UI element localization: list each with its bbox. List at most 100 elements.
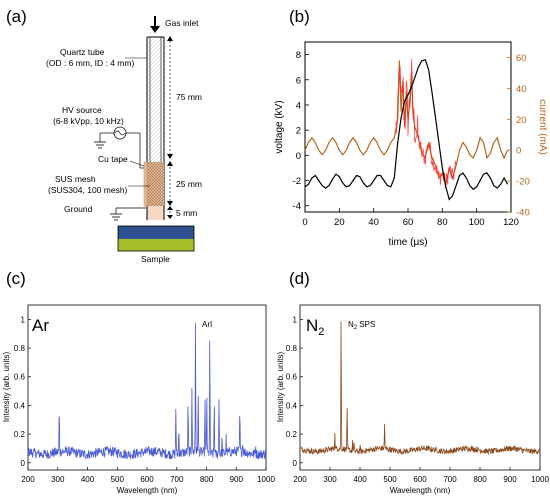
panel-c-ylabel: Intensity (arb. units) xyxy=(2,352,11,423)
b-xtick-label: 120 xyxy=(503,217,519,228)
sample-bottom-layer xyxy=(118,239,194,251)
b-ytick-label: -2 xyxy=(293,176,301,187)
panel-c-spectrum-series xyxy=(27,322,267,460)
d-xtick-label: 300 xyxy=(323,475,337,484)
b-ytick-label: 6 xyxy=(296,75,301,86)
b-xtick-label: 20 xyxy=(334,217,345,228)
d-xtick-label: 700 xyxy=(443,475,457,484)
dim-25mm-label: 25 mm xyxy=(176,179,202,189)
c-ytick-label: 0.6 xyxy=(14,373,26,382)
b-y2tick-label: 20 xyxy=(516,115,527,126)
b-ytick-label: 0 xyxy=(296,151,301,162)
gas-inlet-label: Gas inlet xyxy=(165,18,199,28)
panel-d-n2-spectrum-chart: (d) 200 300 400 500 600 700 800 900 1000 0 0.2 0.4 0… xyxy=(276,269,549,495)
cu-tape-label: Cu tape xyxy=(98,154,128,164)
c-xtick-label: 500 xyxy=(111,475,125,484)
b-xtick-label: 0 xyxy=(302,217,307,228)
d-ytick-label: 0.4 xyxy=(286,401,298,410)
panel-c-xlabel: Wavelength (nm) xyxy=(117,486,178,495)
c-xtick-label: 300 xyxy=(51,475,65,484)
cu-tape-strip xyxy=(143,161,148,207)
panel-b-voltage-series xyxy=(304,58,509,201)
dim-5mm-label: 5 mm xyxy=(176,208,197,218)
b-ytick-label: 4 xyxy=(296,100,301,111)
d-ytick-label: 0.8 xyxy=(286,344,298,353)
panel-c-peak-annotation: ArI xyxy=(202,320,212,329)
panel-b-label: (b) xyxy=(289,7,310,26)
b-ytick-label: 8 xyxy=(296,50,301,61)
b-xtick-label: 80 xyxy=(437,217,448,228)
c-spectrum-line xyxy=(27,322,267,460)
d-spectrum-line xyxy=(299,321,540,456)
sus-mesh-label: SUS mesh xyxy=(55,174,96,184)
d-xtick-label: 900 xyxy=(503,475,517,484)
ground-label: Ground xyxy=(64,204,93,214)
d-xtick-label: 800 xyxy=(473,475,487,484)
c-ytick-label: 0.8 xyxy=(14,344,26,353)
cu-tape-leader-line xyxy=(129,160,145,167)
panel-d-xlabel: Wavelength (nm) xyxy=(390,486,451,495)
d-ytick-label: 0.6 xyxy=(286,373,298,382)
b-y2tick-label: 40 xyxy=(516,84,527,95)
panel-c-tick-labels: 200 300 400 500 600 700 800 900 1000 0 0.2 0.4 0.6 0.… xyxy=(14,315,276,484)
panel-b-waveform-chart: (b) 0 20 40 60 80 100 120-4-202468-40-20020406… xyxy=(274,7,548,248)
b-ytick-label: -4 xyxy=(293,201,301,212)
sus-mesh-region xyxy=(147,162,164,206)
b-y2tick-label: -20 xyxy=(516,177,530,188)
c-xtick-label: 400 xyxy=(81,475,95,484)
d-xtick-label: 400 xyxy=(353,475,367,484)
panel-d-spectrum-series xyxy=(299,321,540,456)
hv-ground-symbol-icon xyxy=(94,141,106,149)
quartz-tube-dims-label: (OD : 6 mm, ID : 4 mm) xyxy=(46,58,134,68)
b-y2tick-label: 60 xyxy=(516,53,527,64)
d-ytick-label: 0.2 xyxy=(286,430,298,439)
b-voltage-line xyxy=(304,58,509,201)
panel-a-schematic: (a) Gas inlet Quartz tube (OD : 6 mm, ID… xyxy=(6,7,202,264)
d-xtick-label: 600 xyxy=(413,475,427,484)
panel-b-ylabel: voltage (kV) xyxy=(274,100,285,153)
b-current-spikes xyxy=(395,59,457,189)
b-y2tick-label: -40 xyxy=(516,208,530,219)
c-xtick-label: 600 xyxy=(140,475,154,484)
c-ytick-label: 0.4 xyxy=(14,401,26,410)
panel-c-label: (c) xyxy=(6,269,26,288)
dim-75mm-label: 75 mm xyxy=(176,92,202,102)
d-ytick-label: 1 xyxy=(293,315,298,324)
panel-d-ylabel: Intensity (arb. units) xyxy=(276,352,285,423)
tube-tip-region xyxy=(147,206,164,220)
quartz-tube-label: Quartz tube xyxy=(60,47,105,57)
b-xtick-label: 40 xyxy=(368,217,379,228)
c-xtick-label: 900 xyxy=(230,475,244,484)
b-xtick-label: 60 xyxy=(403,217,414,228)
panel-c-ar-spectrum-chart: (c) 200 300 400 500 600 700 800 900 1000 0 0.2 0.4 0… xyxy=(2,269,275,495)
panel-c-plot-frame xyxy=(27,304,267,471)
hv-source-label: HV source xyxy=(62,105,102,115)
panel-b-y2label: current (mA) xyxy=(537,99,548,155)
c-xtick-label: 800 xyxy=(200,475,214,484)
panel-d-label: (d) xyxy=(289,269,310,288)
hv-source-spec-label: (6-8 kVpp, 10 kHz) xyxy=(53,116,124,126)
c-ytick-label: 0.2 xyxy=(14,430,26,439)
panel-d-peak-annotation: N2 SPS xyxy=(348,320,375,331)
hv-source-icon xyxy=(99,126,144,169)
c-xtick-label: 1000 xyxy=(257,475,275,484)
sus-mesh-spec-label: (SUS304, 100 mesh) xyxy=(48,185,128,195)
panel-b-axes xyxy=(304,54,512,213)
d-ytick-label: 0 xyxy=(293,459,298,468)
panel-d-plot-frame xyxy=(299,304,541,471)
c-xtick-label: 700 xyxy=(170,475,184,484)
b-y2tick-label: 0 xyxy=(516,146,521,157)
d-xtick-label: 200 xyxy=(293,475,307,484)
panel-b-xlabel: time (μs) xyxy=(388,237,427,248)
gas-inlet-arrow-icon xyxy=(150,16,160,33)
ground-wire-icon xyxy=(110,207,146,221)
panel-d-gas-label: N2 xyxy=(306,316,324,338)
sample-top-layer xyxy=(118,226,194,239)
sample-outline xyxy=(117,225,195,252)
c-ytick-label: 1 xyxy=(21,315,26,324)
c-ytick-label: 0 xyxy=(21,459,26,468)
c-xtick-label: 200 xyxy=(21,475,35,484)
b-ytick-label: 2 xyxy=(296,126,301,137)
